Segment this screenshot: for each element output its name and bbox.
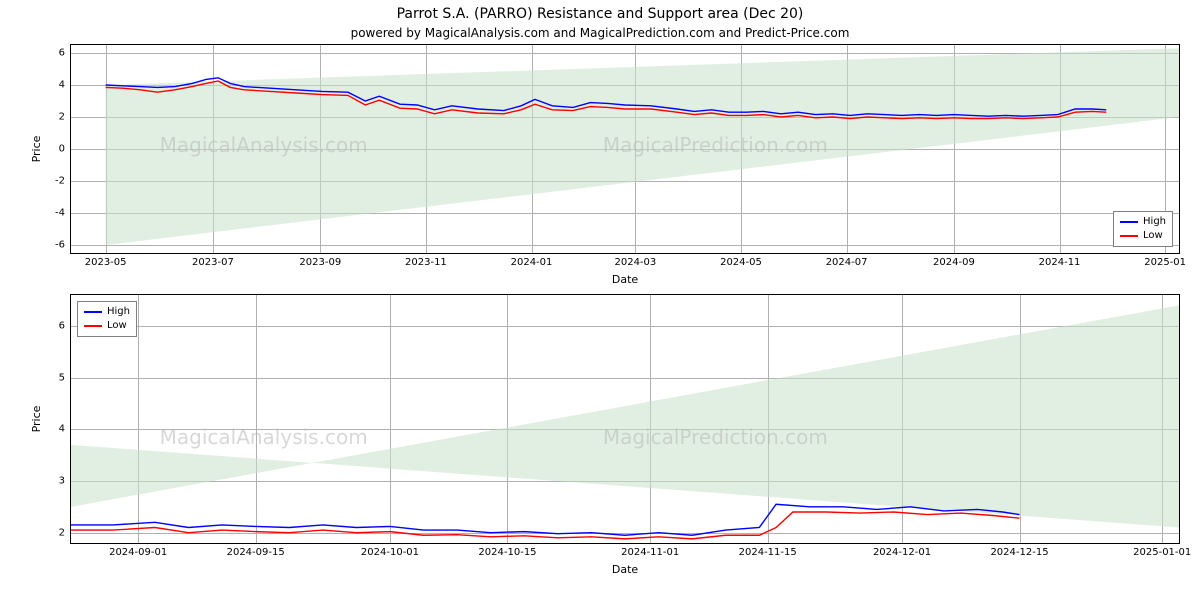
y-tick-label: 4 (59, 80, 71, 91)
top-xlabel: Date (612, 273, 638, 286)
legend-label: High (107, 305, 130, 319)
x-tick-label: 2024-11 (1039, 257, 1081, 268)
x-tick-label: 2025-01-01 (1133, 547, 1191, 558)
x-tick-label: 2023-11 (405, 257, 447, 268)
x-tick-label: 2024-12-15 (990, 547, 1048, 558)
legend-swatch (84, 325, 102, 327)
top-chart: MagicalAnalysis.comMagicalPrediction.com… (70, 44, 1180, 254)
y-tick-label: 6 (59, 321, 71, 332)
legend: HighLow (77, 301, 137, 337)
y-tick-label: 0 (59, 144, 71, 155)
legend-swatch (84, 311, 102, 313)
bottom-ylabel: Price (30, 406, 43, 433)
legend-swatch (1120, 221, 1138, 223)
y-tick-label: -4 (55, 208, 71, 219)
x-tick-label: 2024-09-01 (109, 547, 167, 558)
x-tick-label: 2023-07 (192, 257, 234, 268)
legend-item: Low (1120, 229, 1166, 243)
x-tick-label: 2024-09 (933, 257, 975, 268)
bottom-chart: MagicalAnalysis.comMagicalPrediction.com… (70, 294, 1180, 544)
y-tick-label: -6 (55, 240, 71, 251)
top-plot-area: MagicalAnalysis.comMagicalPrediction.com… (71, 45, 1179, 253)
legend-label: Low (1143, 229, 1163, 243)
legend-label: High (1143, 215, 1166, 229)
x-tick-label: 2023-05 (85, 257, 127, 268)
x-tick-label: 2024-10-01 (361, 547, 419, 558)
y-tick-label: 6 (59, 48, 71, 59)
x-tick-label: 2024-03 (614, 257, 656, 268)
x-tick-label: 2024-11-15 (739, 547, 797, 558)
y-tick-label: 4 (59, 424, 71, 435)
bottom-xlabel: Date (612, 563, 638, 576)
top-ylabel: Price (30, 136, 43, 163)
y-tick-label: 2 (59, 112, 71, 123)
y-tick-label: 3 (59, 476, 71, 487)
legend-item: High (84, 305, 130, 319)
legend: HighLow (1113, 211, 1173, 247)
y-tick-label: 5 (59, 372, 71, 383)
x-tick-label: 2023-09 (299, 257, 341, 268)
y-tick-label: -2 (55, 176, 71, 187)
legend-item: Low (84, 319, 130, 333)
chart-page: Parrot S.A. (PARRO) Resistance and Suppo… (0, 6, 1200, 606)
x-tick-label: 2024-10-15 (478, 547, 536, 558)
chart-title: Parrot S.A. (PARRO) Resistance and Suppo… (0, 6, 1200, 22)
x-tick-label: 2024-07 (826, 257, 868, 268)
series-high-line (106, 78, 1107, 116)
x-tick-label: 2024-09-15 (227, 547, 285, 558)
x-tick-label: 2024-01 (511, 257, 553, 268)
chart-subtitle: powered by MagicalAnalysis.com and Magic… (0, 26, 1200, 40)
legend-item: High (1120, 215, 1166, 229)
legend-label: Low (107, 319, 127, 333)
y-tick-label: 2 (59, 527, 71, 538)
x-tick-label: 2024-05 (720, 257, 762, 268)
x-tick-label: 2024-12-01 (873, 547, 931, 558)
x-tick-label: 2024-11-01 (621, 547, 679, 558)
bottom-plot-area: MagicalAnalysis.comMagicalPrediction.com… (71, 295, 1179, 543)
x-tick-label: 2025-01 (1144, 257, 1186, 268)
legend-swatch (1120, 235, 1138, 237)
